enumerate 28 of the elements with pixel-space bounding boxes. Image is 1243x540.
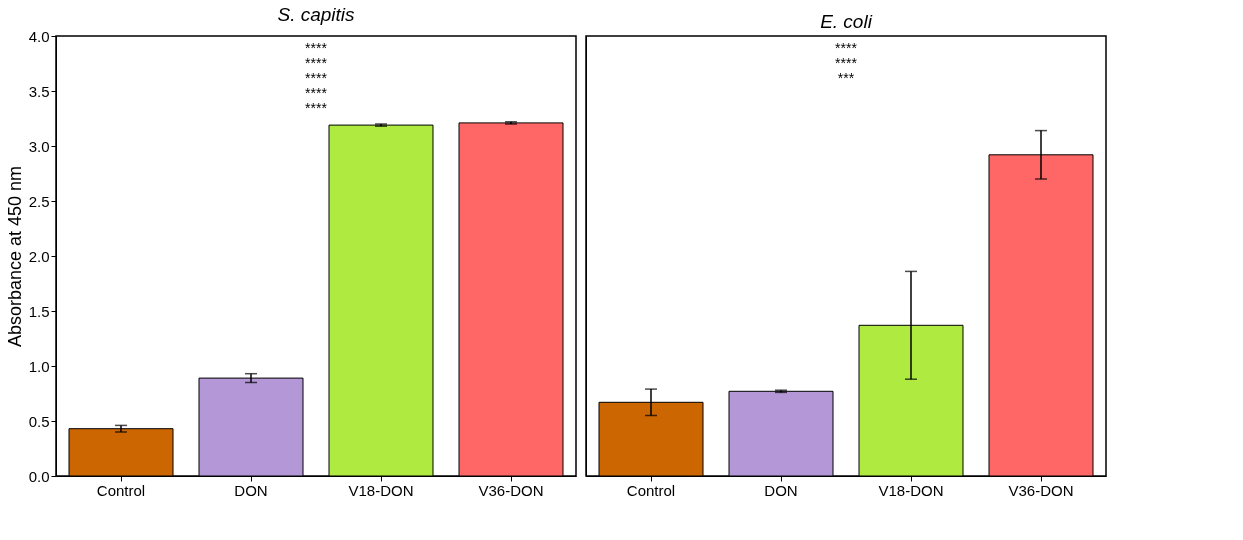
y-axis-title: Absorbance at 450 nm (4, 165, 25, 348)
annotation: **** (835, 55, 858, 71)
y-tick-label: 3.5 (28, 82, 50, 100)
y-tick-label: 2.5 (28, 192, 50, 210)
annotation: **** (305, 100, 328, 116)
x-tick-label: V18-DON (878, 481, 944, 499)
x-tick-label: DON (764, 481, 798, 499)
annotation: **** (305, 70, 328, 86)
chart-title: E. coli (820, 11, 873, 32)
y-tick-label: 0.5 (28, 412, 50, 430)
annotation: *** (837, 70, 855, 86)
x-tick-label: Control (96, 481, 146, 499)
chart-title: S. capitis (277, 4, 356, 25)
x-tick-label: Control (626, 481, 676, 499)
y-tick-label: 1.0 (28, 357, 50, 375)
annotation: **** (835, 40, 858, 56)
annotation: **** (305, 40, 328, 56)
x-tick-label: V36-DON (1008, 481, 1074, 499)
annotation: **** (305, 55, 328, 71)
x-tick-label: DON (234, 481, 268, 499)
y-tick-label: 4.0 (28, 27, 50, 45)
x-tick-label: V36-DON (478, 481, 544, 499)
y-tick-label: 0.0 (28, 467, 50, 485)
y-tick-label: 1.5 (28, 302, 50, 320)
x-tick-label: V18-DON (348, 481, 414, 499)
y-tick-label: 3.0 (28, 137, 50, 155)
annotation: **** (305, 85, 328, 101)
y-tick-label: 2.0 (28, 247, 50, 265)
